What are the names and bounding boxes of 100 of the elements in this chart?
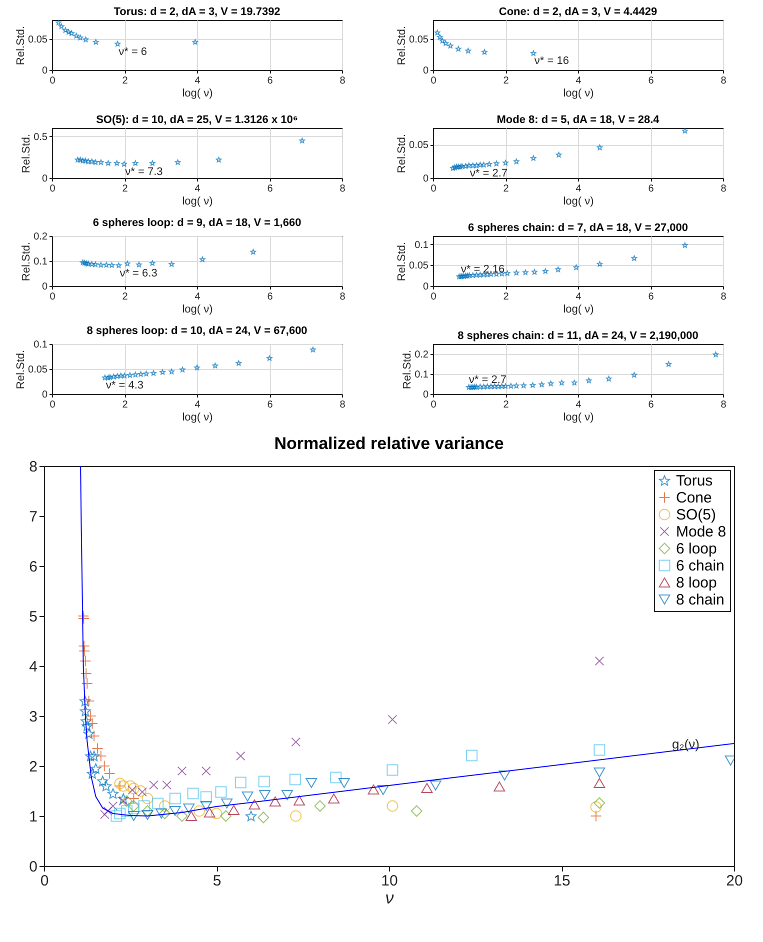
point [77,34,84,40]
point [258,776,270,788]
point [122,372,128,378]
point [124,780,136,792]
point [200,800,212,812]
legend-label: 8 loop [676,574,717,592]
x-tick-label: 0 [430,292,437,302]
point [80,706,91,716]
x-tick-label: 0 [50,184,56,194]
point [499,383,505,389]
point [236,751,246,761]
point [56,20,62,26]
point [80,668,92,680]
y-tick-label: 0.05 [409,260,429,272]
point [470,384,476,390]
point [128,810,140,822]
point [470,272,476,278]
chart-title: 8 spheres chain: d = 11, dA = 24, V = 2,190,000 [458,330,698,342]
point [68,30,74,36]
y-tick-label: 0 [422,174,429,184]
annotation: ν* = 6.3 [120,267,158,280]
x-tick-label: 6 [648,184,654,194]
point [80,716,92,726]
y-axis-title: Rel.Std. [396,134,408,174]
point [558,380,565,386]
point [468,384,474,390]
point [338,778,350,788]
point [484,384,490,390]
point [128,792,140,804]
point [83,728,94,739]
y-axis-title: Rel.Std. [15,26,28,66]
x-axis-title: log( ν) [563,88,594,100]
point [530,382,536,388]
point [143,370,150,376]
point [110,810,122,822]
x-tick-label: 0 [50,292,56,302]
point [118,796,128,806]
point [90,763,102,774]
point [128,800,140,812]
y-tick-label: 8 [29,458,38,476]
point [269,796,281,807]
y-axis-title: Rel.Std. [20,134,33,174]
point [494,160,500,166]
point [66,29,72,35]
y-tick-label: 0 [42,174,48,184]
point [159,800,170,812]
point [466,750,478,762]
y-tick-label: 0.2 [414,350,429,360]
point [470,162,476,168]
y-tick-label: 0 [422,282,429,292]
x-tick-label: 8 [340,292,346,302]
point [466,272,472,278]
y-tick-label: 0.1 [34,340,48,350]
legend-label: 6 chain [676,558,724,574]
point [114,778,126,790]
point [386,800,398,812]
y-tick-label: 5 [29,608,38,626]
point [682,128,688,134]
point [89,261,95,267]
y-tick-label: 0 [42,66,48,76]
x-tick-label: 0 [50,76,56,86]
point [495,383,502,389]
x-tick-label: 4 [576,184,582,194]
point [594,778,606,788]
point [160,369,166,375]
point [121,805,133,817]
x-tick-label: 2 [122,292,128,302]
x-tick-label: 0 [430,184,437,194]
point [102,374,108,380]
chart-title: 6 spheres chain: d = 7, dA = 18, V = 27,000 [468,222,688,234]
annotation: g₂(ν) [672,736,700,752]
x-tick-label: 6 [267,292,274,302]
point [108,801,118,811]
point [118,372,124,378]
legend-label: Torus [676,472,713,490]
point [194,805,205,817]
y-tick-label: 4 [29,658,38,676]
point [386,764,398,776]
y-tick-label: 3 [29,708,38,726]
point [532,269,538,275]
point [159,808,170,820]
chart-title: Cone: d = 2, dA = 3, V = 4.4429 [498,6,658,18]
point [78,640,90,652]
point [121,795,133,807]
y-tick-label: 0.2 [34,232,48,242]
point [74,156,81,162]
point [474,162,480,168]
x-tick-label: 2 [503,400,510,410]
point [220,810,232,822]
x-tick-label: 2 [503,76,510,86]
point [555,266,561,272]
point [248,799,260,810]
point [103,806,113,816]
point [454,164,460,170]
point [596,261,603,267]
point [494,781,506,792]
point [430,780,442,791]
point [80,655,92,667]
annotation: ν* = 2.7 [470,167,508,180]
point [228,804,240,816]
